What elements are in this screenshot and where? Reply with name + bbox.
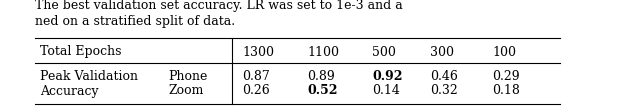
- Text: 1100: 1100: [307, 46, 339, 59]
- Text: ned on a stratified split of data.: ned on a stratified split of data.: [35, 16, 235, 28]
- Text: 0.52: 0.52: [307, 84, 337, 97]
- Text: Phone: Phone: [168, 71, 207, 83]
- Text: 0.18: 0.18: [492, 84, 520, 97]
- Text: 0.26: 0.26: [242, 84, 269, 97]
- Text: 0.14: 0.14: [372, 84, 400, 97]
- Text: 0.32: 0.32: [430, 84, 458, 97]
- Text: The best validation set accuracy. LR was set to 1e-3 and a: The best validation set accuracy. LR was…: [35, 0, 403, 13]
- Text: 500: 500: [372, 46, 396, 59]
- Text: Zoom: Zoom: [168, 84, 204, 97]
- Text: 0.29: 0.29: [492, 71, 520, 83]
- Text: Total Epochs: Total Epochs: [40, 46, 122, 59]
- Text: 0.92: 0.92: [372, 71, 403, 83]
- Text: 0.89: 0.89: [307, 71, 335, 83]
- Text: 0.87: 0.87: [242, 71, 269, 83]
- Text: Peak Validation: Peak Validation: [40, 71, 138, 83]
- Text: Accuracy: Accuracy: [40, 84, 99, 97]
- Text: 0.46: 0.46: [430, 71, 458, 83]
- Text: 300: 300: [430, 46, 454, 59]
- Text: 100: 100: [492, 46, 516, 59]
- Text: 1300: 1300: [242, 46, 274, 59]
